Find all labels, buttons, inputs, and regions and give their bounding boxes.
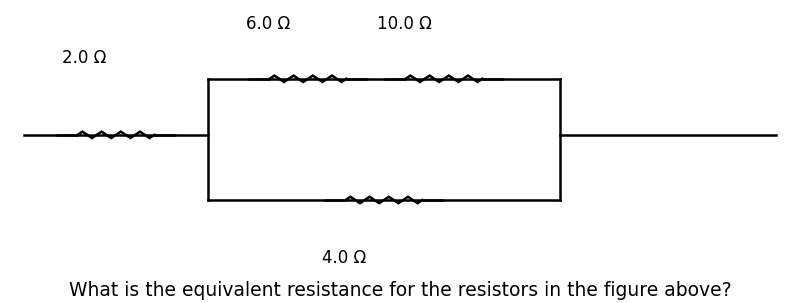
Text: 10.0 Ω: 10.0 Ω bbox=[377, 15, 431, 33]
Text: 4.0 Ω: 4.0 Ω bbox=[322, 249, 366, 267]
Text: What is the equivalent resistance for the resistors in the figure above?: What is the equivalent resistance for th… bbox=[69, 281, 731, 300]
Text: 6.0 Ω: 6.0 Ω bbox=[246, 15, 290, 33]
Text: 2.0 Ω: 2.0 Ω bbox=[62, 49, 106, 67]
